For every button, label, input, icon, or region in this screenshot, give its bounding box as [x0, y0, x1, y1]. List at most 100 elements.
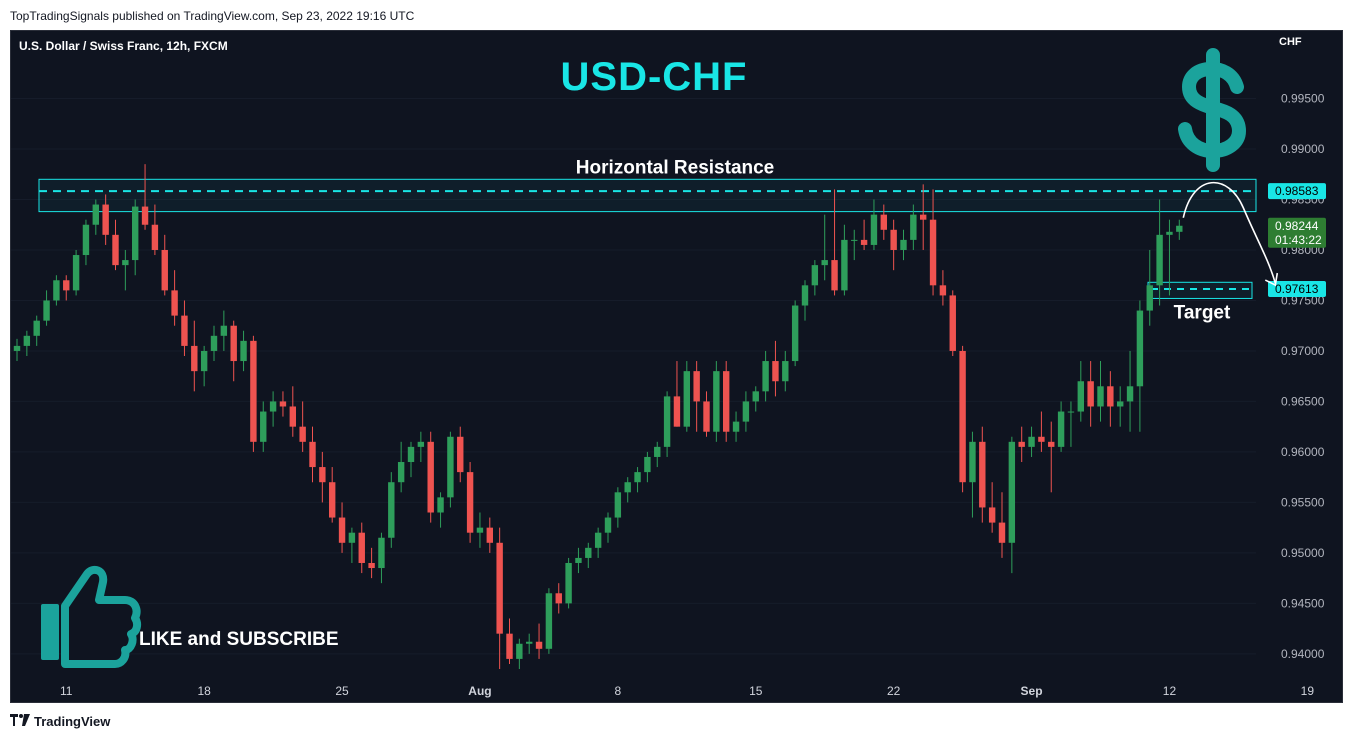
candle-body — [959, 350, 966, 483]
candle-body — [1087, 381, 1094, 407]
currency-label: CHF — [1279, 36, 1302, 48]
candle-body — [1038, 436, 1045, 442]
candle-body — [900, 239, 907, 250]
candle-body — [624, 482, 631, 493]
candle-body — [713, 371, 720, 432]
candle-body — [614, 492, 622, 518]
candle-body — [634, 472, 641, 483]
target-price-tag: 0.97613 — [1275, 282, 1319, 296]
candle-body — [348, 532, 356, 543]
candles — [13, 164, 1183, 669]
projection-arrow — [1182, 181, 1277, 284]
candle-body — [230, 325, 237, 362]
candle-body — [555, 593, 562, 604]
y-tick-label: 0.95000 — [1281, 546, 1325, 560]
candle-body — [1048, 441, 1055, 447]
candle-body — [112, 234, 119, 266]
candle-body — [1018, 441, 1025, 447]
candle-body — [388, 482, 395, 538]
x-tick-label: 12 — [1163, 684, 1177, 698]
candle-body — [703, 401, 710, 432]
candle-body — [1136, 310, 1144, 387]
candle-body — [949, 295, 956, 351]
thumb-hand — [61, 565, 142, 668]
candle-body — [801, 285, 809, 306]
y-tick-label: 0.96500 — [1281, 394, 1325, 408]
candle-body — [979, 441, 986, 508]
target-label: Target — [1174, 302, 1231, 323]
candle-body — [693, 371, 700, 402]
candle-body — [998, 522, 1006, 543]
candle-body — [250, 340, 257, 442]
candle-body — [447, 436, 454, 498]
candle-body — [457, 436, 464, 473]
last-price-bg — [1268, 217, 1326, 248]
candle-body — [102, 204, 109, 235]
candle-body — [82, 224, 90, 256]
candle-body — [13, 345, 21, 351]
candle-body — [673, 396, 681, 427]
candle-body — [841, 239, 848, 291]
grid — [11, 98, 1256, 655]
symbol-info[interactable]: U.S. Dollar / Swiss Franc, 12h, FXCM — [19, 39, 228, 53]
resistance-label: Horizontal Resistance — [576, 157, 775, 178]
candle-body — [851, 239, 858, 241]
last-price-label: 0.98244 — [1275, 219, 1319, 233]
candle-body — [890, 229, 897, 250]
candle-body — [260, 411, 267, 442]
candle-body — [604, 517, 612, 533]
candle-body — [969, 441, 976, 483]
candle-body — [486, 527, 493, 543]
x-tick-label: Sep — [1021, 684, 1043, 698]
candle-body — [181, 315, 188, 346]
candle-body — [191, 345, 198, 372]
candle-body — [210, 335, 218, 351]
candle-body — [289, 406, 296, 427]
candle-body — [644, 456, 651, 473]
y-tick-label: 0.95500 — [1281, 495, 1325, 509]
resistance-price-tag-bg — [1268, 183, 1326, 200]
chart-area[interactable]: Horizontal Resistance Target CHF 0.94000 0.… — [10, 30, 1343, 703]
candle-body — [831, 260, 838, 291]
candle-body — [1077, 381, 1084, 412]
candle-body — [1117, 401, 1124, 407]
footer[interactable]: TradingView — [10, 714, 110, 729]
candle-body — [132, 206, 139, 261]
candle-body — [1176, 225, 1183, 232]
x-tick-label: 18 — [197, 684, 211, 698]
countdown-label: 01:43:22 — [1275, 233, 1322, 247]
candle-body — [1097, 386, 1104, 407]
candle-body — [368, 562, 375, 569]
candle-body — [988, 507, 996, 523]
candle-body — [506, 633, 513, 659]
time-axis: 111825Aug81522Sep121926Oct — [60, 684, 1315, 698]
candle-body — [1008, 441, 1016, 543]
candle-body — [92, 204, 99, 225]
x-tick-label: 19 — [1301, 684, 1315, 698]
candle-body — [526, 641, 533, 644]
x-tick-label: 25 — [335, 684, 349, 698]
candle-body — [122, 260, 129, 266]
candle-body — [200, 350, 208, 372]
candle-body — [279, 401, 287, 407]
publish-header: TopTradingSignals published on TradingVi… — [10, 9, 415, 23]
candle-body — [585, 547, 592, 558]
candle-body — [565, 562, 572, 604]
candle-body — [496, 542, 503, 634]
y-tick-label: 0.94000 — [1281, 647, 1325, 661]
y-tick-label: 0.99500 — [1281, 92, 1325, 106]
candle-body — [161, 249, 168, 291]
candle-body — [220, 325, 228, 336]
target-price-tag-bg — [1268, 281, 1326, 298]
like-subscribe-label: LIKE and SUBSCRIBE — [139, 629, 339, 650]
candle-body — [575, 557, 582, 563]
candle-body — [53, 280, 60, 301]
candle-body — [466, 472, 474, 533]
candle-body — [821, 260, 828, 266]
candle-body — [1057, 411, 1065, 447]
y-tick-label: 0.97000 — [1281, 344, 1325, 358]
x-tick-label: 15 — [749, 684, 763, 698]
x-tick-label: 22 — [887, 684, 901, 698]
price-chart[interactable]: Horizontal Resistance Target CHF 0.94000 0.… — [11, 31, 1343, 703]
candle-body — [920, 214, 927, 220]
